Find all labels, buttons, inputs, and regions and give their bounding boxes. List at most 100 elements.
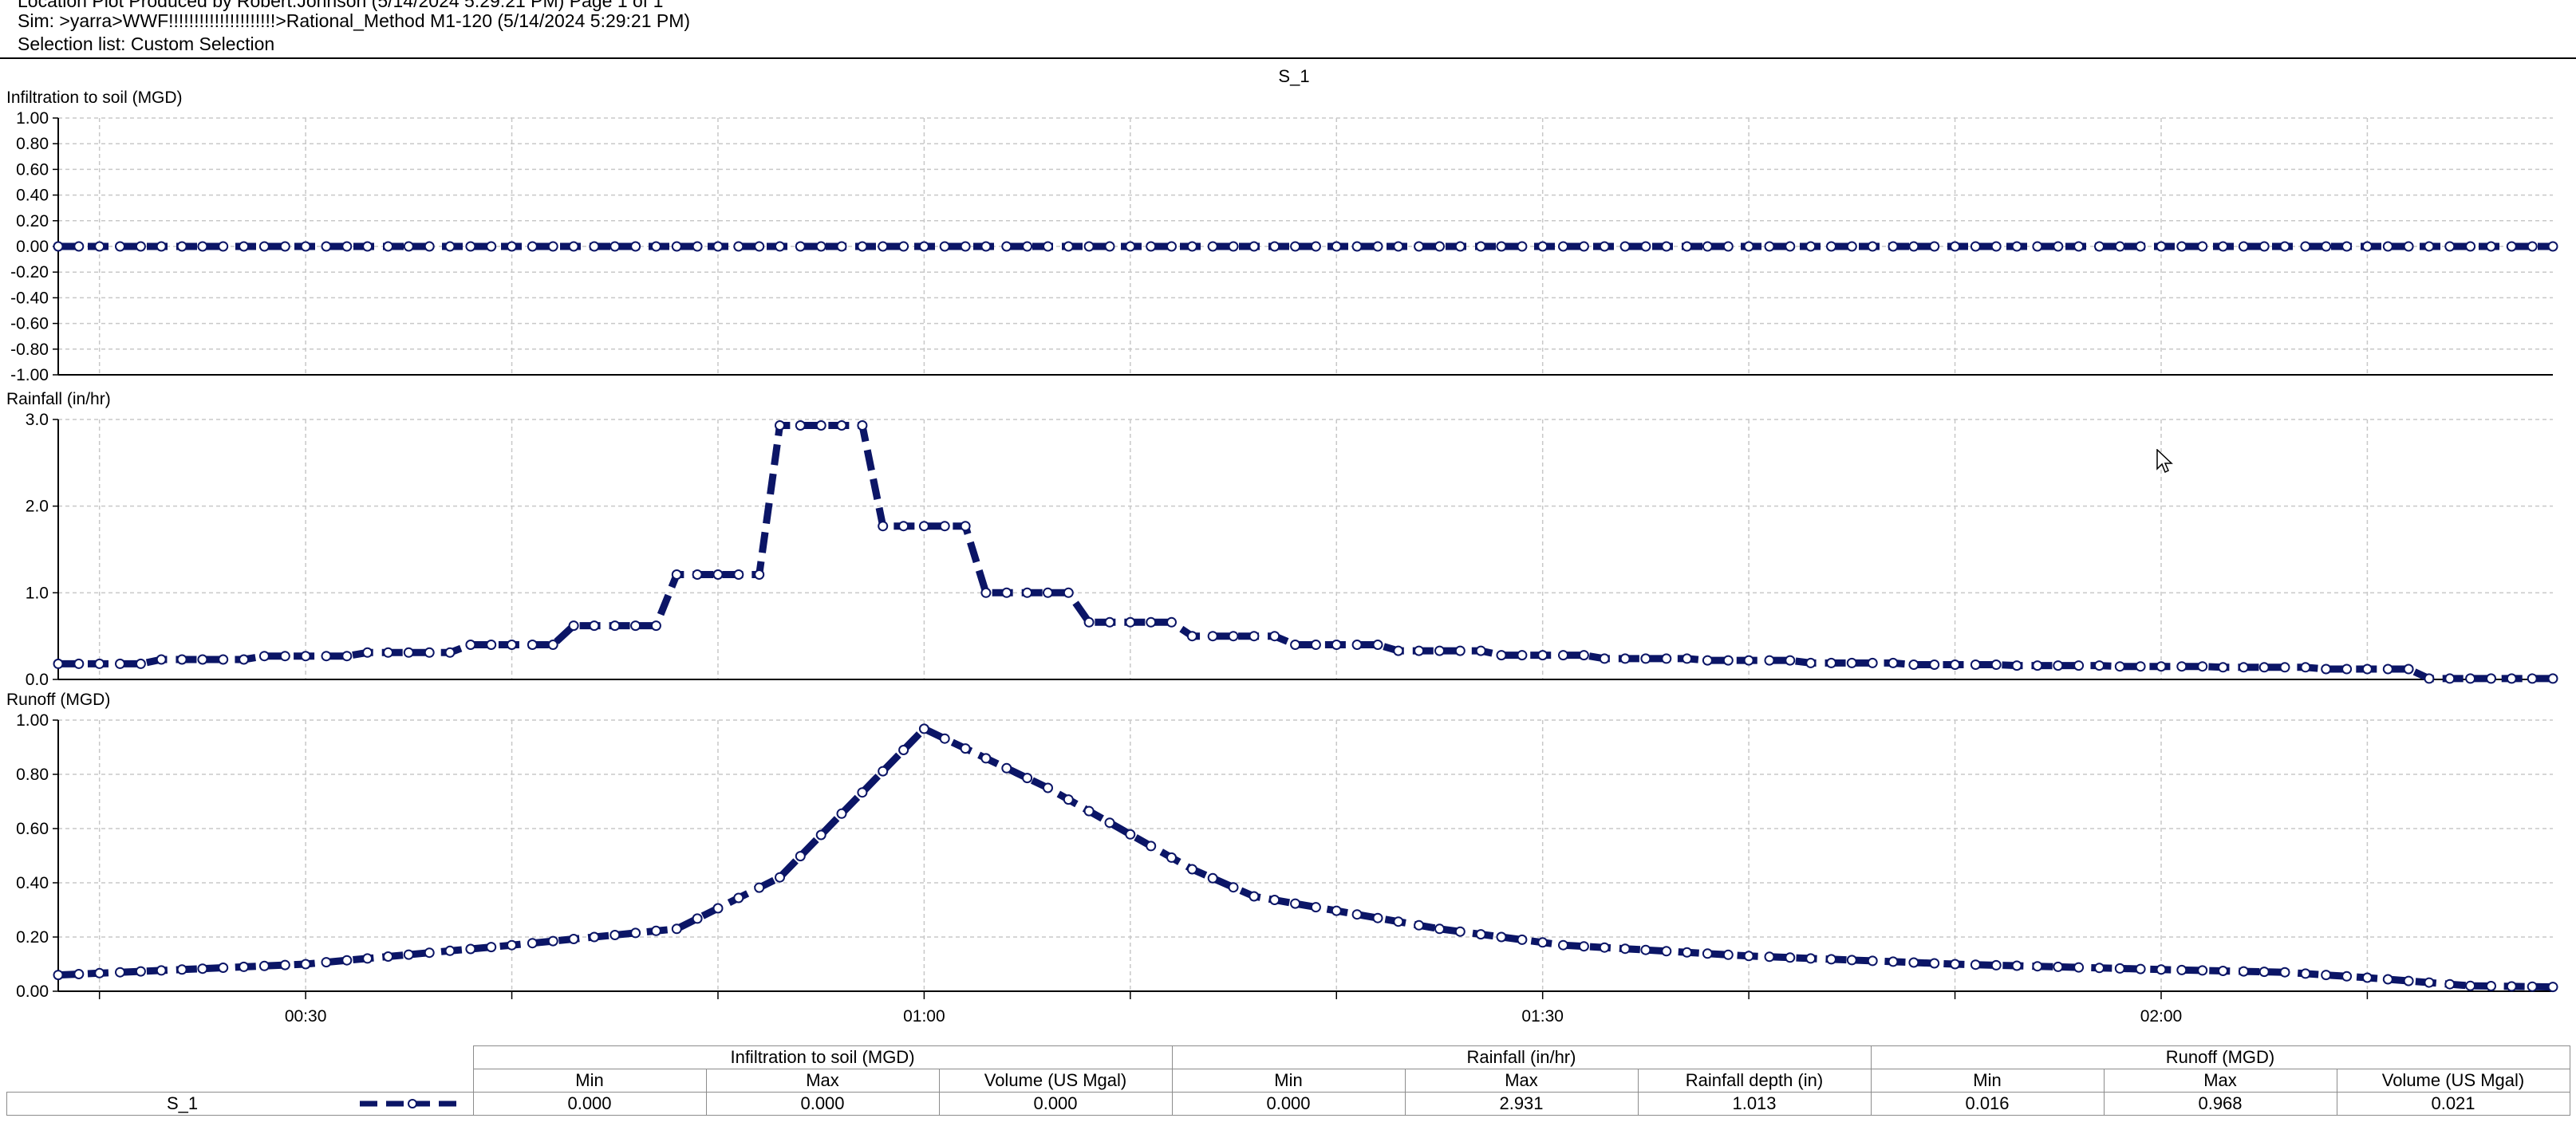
data-point-marker: [239, 961, 250, 972]
data-point-marker: [836, 420, 847, 431]
stats-value-runoff-max: 0.968: [2103, 1092, 2337, 1116]
data-point-marker: [444, 945, 456, 956]
data-point-marker: [2238, 662, 2249, 673]
data-point-marker: [403, 949, 414, 960]
data-point-marker: [1166, 852, 1177, 863]
data-point-marker: [2073, 962, 2085, 973]
data-point-marker: [1125, 241, 1136, 252]
data-point-marker: [2382, 974, 2393, 985]
data-point-marker: [1558, 650, 1568, 661]
data-point-marker: [1929, 958, 1940, 969]
stats-subheader-min: Min: [1870, 1069, 2105, 1093]
data-point-marker: [135, 966, 146, 977]
data-point-marker: [1249, 631, 1260, 642]
data-point-marker: [2011, 660, 2022, 671]
data-point-marker: [156, 965, 167, 976]
data-point-marker: [2238, 966, 2249, 977]
data-point-marker: [1186, 241, 1197, 252]
data-point-marker: [1517, 650, 1528, 661]
data-point-marker: [1640, 653, 1651, 664]
data-point-marker: [2011, 960, 2022, 971]
chart-panel-2[interactable]: Rainfall (in/hr) 3.0 2.0 1.0 0.0: [6, 390, 2558, 689]
data-point-marker: [2094, 241, 2105, 252]
data-point-marker: [1888, 657, 1899, 668]
chart-panel-1[interactable]: Infiltration to soil (MGD) 1.00 0.80 0.60 0.…: [6, 89, 2558, 384]
data-point-marker: [1166, 241, 1177, 252]
data-point-marker: [1929, 241, 1940, 252]
data-point-marker: [341, 955, 353, 966]
data-point-marker: [2114, 963, 2125, 974]
data-point-marker: [1888, 956, 1899, 967]
data-point-marker: [341, 241, 353, 252]
data-point-marker: [650, 925, 661, 936]
data-point-marker: [1578, 650, 1589, 661]
data-point-marker: [2424, 673, 2435, 684]
data-point-marker: [1207, 631, 1218, 642]
data-point-marker: [2444, 978, 2456, 990]
data-point-marker: [568, 241, 579, 252]
chart-panel-3[interactable]: Runoff (MGD) 1.00 0.80 0.60 0.40 0.20 0.00: [6, 691, 2558, 1001]
data-point-marker: [1269, 631, 1280, 642]
data-point-marker: [630, 927, 641, 939]
data-point-marker: [1764, 951, 1775, 963]
data-point-marker: [2403, 663, 2414, 675]
data-point-marker: [1578, 941, 1589, 952]
graph-title: S_1: [1278, 66, 1309, 86]
data-point-marker: [1517, 241, 1528, 252]
data-point-marker: [1826, 657, 1836, 668]
data-point-marker: [1619, 241, 1631, 252]
data-point-marker: [1083, 805, 1095, 817]
data-point-marker: [1743, 241, 1754, 252]
data-point-marker: [815, 829, 826, 841]
data-point-marker: [898, 241, 909, 252]
data-point-marker: [486, 241, 497, 252]
data-point-marker: [2176, 241, 2187, 252]
data-point-marker: [2156, 964, 2167, 975]
stats-value-rainfall-min: 0.000: [1171, 1092, 1406, 1116]
data-point-marker: [980, 587, 992, 598]
data-point-marker: [1104, 616, 1115, 628]
data-point-marker: [939, 241, 950, 252]
data-point-marker: [1331, 241, 1342, 252]
data-point-marker: [960, 521, 971, 532]
data-point-marker: [775, 241, 785, 252]
data-point-marker: [857, 420, 868, 431]
data-point-marker: [218, 654, 229, 665]
data-point-marker: [383, 647, 393, 658]
data-point-marker: [424, 647, 435, 658]
data-point-marker: [2361, 972, 2373, 983]
data-point-marker: [2197, 661, 2208, 672]
data-point-marker: [1908, 241, 1919, 252]
stats-corner: [7, 1046, 474, 1069]
data-point-marker: [939, 521, 950, 532]
data-point-marker: [258, 651, 270, 662]
data-point-marker: [258, 241, 270, 252]
data-point-marker: [1125, 829, 1136, 840]
data-point-marker: [2486, 673, 2496, 684]
series-line-s1: [58, 422, 2553, 683]
data-point-marker: [383, 241, 393, 252]
y-tick-label: -0.20: [10, 263, 49, 282]
data-point-marker: [609, 241, 621, 252]
data-point-marker: [2424, 977, 2435, 988]
y-tick-label: 0.0: [26, 671, 49, 689]
data-point-marker: [2361, 241, 2373, 252]
data-point-marker: [980, 241, 992, 252]
graph-area[interactable]: S_1 Infiltration to soil (MGD) 1.00 0.80 0.…: [0, 0, 2576, 1045]
data-point-marker: [1125, 616, 1136, 628]
x-tick-label: 02:00: [2140, 1007, 2183, 1026]
y-tick-label: -1.00: [10, 366, 49, 384]
data-point-marker: [2032, 660, 2043, 671]
data-point-marker: [197, 654, 208, 665]
data-point-marker: [2424, 241, 2435, 252]
data-point-marker: [1454, 926, 1466, 937]
stats-value-infiltration-max: 0.000: [705, 1092, 940, 1116]
data-point-marker: [712, 569, 724, 580]
data-point-marker: [733, 569, 744, 580]
data-point-marker: [465, 943, 476, 955]
table-row[interactable]: S_1 0.000 0.000 0.000 0.000 2.931 1.013 …: [6, 1092, 2570, 1116]
data-point-marker: [1867, 657, 1878, 668]
data-point-marker: [2238, 241, 2249, 252]
data-point-marker: [2444, 241, 2456, 252]
data-point-marker: [2527, 673, 2538, 684]
